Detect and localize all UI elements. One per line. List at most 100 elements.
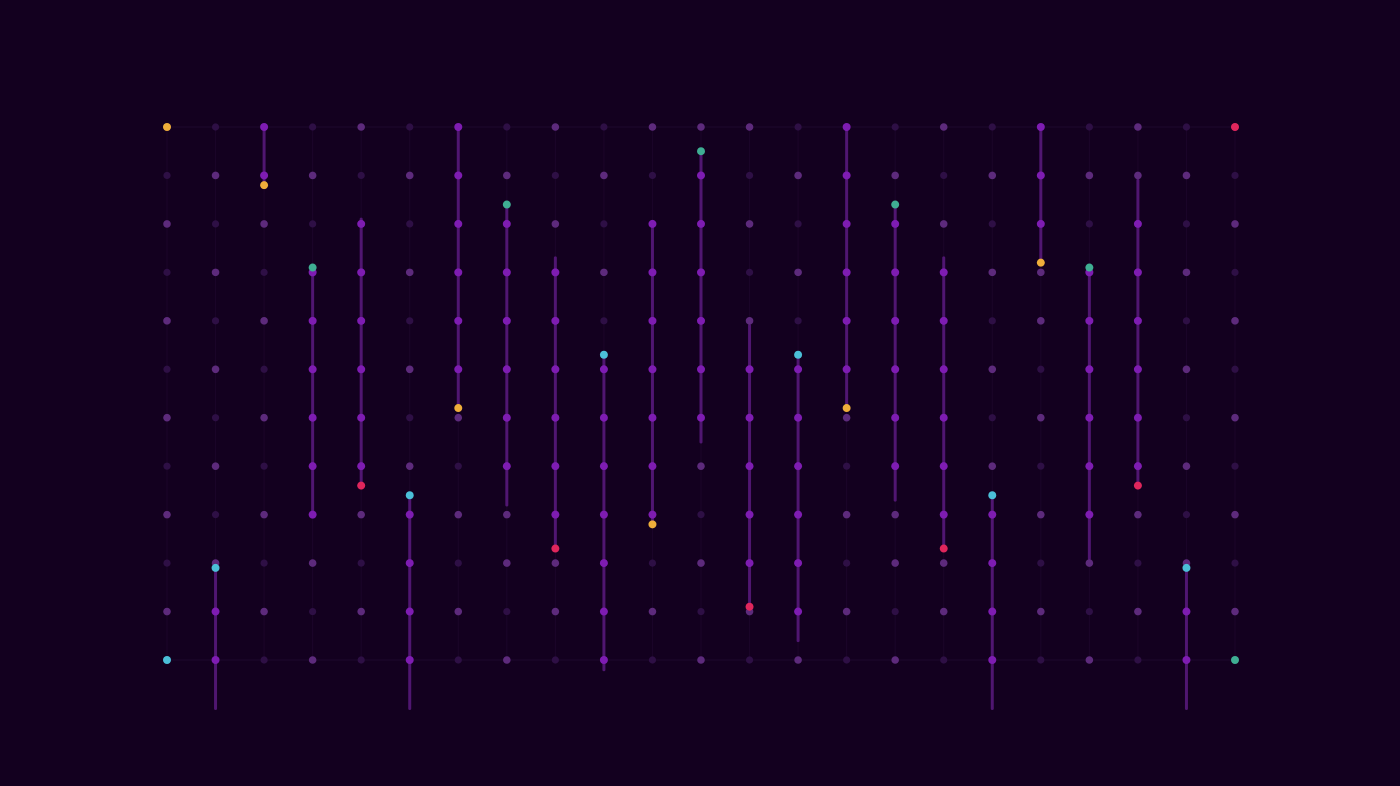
grid-dot (357, 462, 366, 471)
grid-dot (988, 607, 997, 616)
grid-dot (697, 123, 705, 131)
grid-dot (842, 607, 851, 616)
grid-dot (1036, 171, 1045, 180)
grid-dot (1182, 171, 1191, 180)
grid-dot (1037, 317, 1045, 325)
grid-dot (1036, 123, 1045, 131)
grid-dot (600, 171, 608, 180)
grid-dot (357, 171, 365, 180)
grid-dot (1231, 317, 1239, 325)
grid-dot (697, 559, 705, 567)
grid-dot (454, 123, 463, 131)
grid-dot (1133, 462, 1142, 471)
grid-dot (891, 171, 899, 180)
grid-dot (502, 413, 511, 422)
grid-dot (599, 510, 608, 519)
grid-dot (551, 510, 560, 519)
column-marker (405, 491, 414, 500)
grid-dot (1134, 656, 1142, 664)
grid-dot (697, 365, 705, 374)
grid-dot (1085, 123, 1093, 131)
grid-dot (697, 462, 705, 470)
grid-dot (1231, 365, 1239, 373)
grid-dot (891, 607, 899, 616)
grid-dot (211, 414, 220, 422)
grid-dot (1085, 365, 1094, 374)
column-marker (988, 491, 997, 500)
grid-dot (939, 510, 948, 519)
grid-dot (940, 656, 948, 664)
grid-dot (794, 462, 803, 471)
grid-dot (745, 365, 754, 374)
grid-dot (405, 171, 414, 180)
grid-dot (503, 559, 511, 567)
grid-dot (502, 219, 511, 228)
grid-dot (308, 365, 317, 374)
grid-dot (503, 123, 511, 131)
grid-dot (1133, 219, 1142, 228)
grid-dot (891, 559, 899, 567)
grid-dot (406, 414, 414, 422)
grid-dot (1037, 462, 1045, 470)
grid-dot (454, 656, 462, 664)
grid-dot (648, 123, 657, 131)
grid-dot (939, 268, 948, 277)
grid-dot (163, 220, 171, 228)
grid-dot (843, 559, 851, 567)
grid-dot (599, 413, 608, 422)
grid-dot (454, 559, 462, 567)
grid-dot (454, 316, 463, 325)
grid-dot (842, 171, 851, 180)
column-marker (551, 544, 560, 553)
grid-dot (745, 413, 754, 422)
grid-dot (551, 413, 560, 422)
grid-dot (502, 316, 511, 325)
grid-dot (1134, 559, 1142, 567)
grid-dot (697, 268, 705, 277)
grid-dot (260, 123, 269, 131)
grid-dot (454, 219, 463, 228)
grid-dot (406, 317, 414, 325)
grid-dot (551, 462, 560, 471)
grid-dot (503, 171, 511, 180)
grid-dot (211, 462, 220, 470)
grid-dot (551, 559, 560, 567)
grid-dot (697, 511, 705, 519)
grid-dot (211, 317, 220, 325)
grid-dot (260, 607, 268, 616)
grid-dot (988, 559, 997, 568)
grid-dot (697, 607, 705, 616)
grid-dot (308, 462, 317, 471)
grid-dot (1182, 317, 1191, 325)
grid-dot (648, 268, 657, 277)
grid-dot (405, 607, 414, 616)
grid-dot (745, 462, 754, 471)
grid-dot (794, 268, 802, 277)
grid-dot (503, 607, 511, 616)
grid-dot (308, 413, 317, 422)
grid-dot (405, 462, 414, 470)
grid-dot (163, 413, 171, 422)
grid-dot (211, 268, 220, 277)
grid-dot (600, 123, 608, 131)
grid-dot (502, 268, 511, 277)
grid-dot (211, 607, 220, 616)
grid-dot (163, 510, 171, 519)
grid-dot (308, 559, 317, 567)
grid-dot (163, 171, 171, 180)
grid-dot (1134, 171, 1142, 180)
column-marker (1231, 123, 1239, 131)
grid-dot (1231, 220, 1239, 228)
grid-dot (308, 656, 317, 664)
grid-dot (939, 123, 948, 131)
grid-dot (1182, 268, 1191, 277)
column-marker (697, 147, 705, 156)
grid-dot (357, 559, 365, 567)
grid-dot (551, 607, 560, 616)
grid-dot (260, 510, 268, 519)
grid-dot (260, 462, 268, 470)
grid-dot (309, 607, 317, 616)
grid-dot (1133, 268, 1142, 277)
grid-dot (1231, 413, 1239, 422)
grid-dot (891, 656, 899, 664)
